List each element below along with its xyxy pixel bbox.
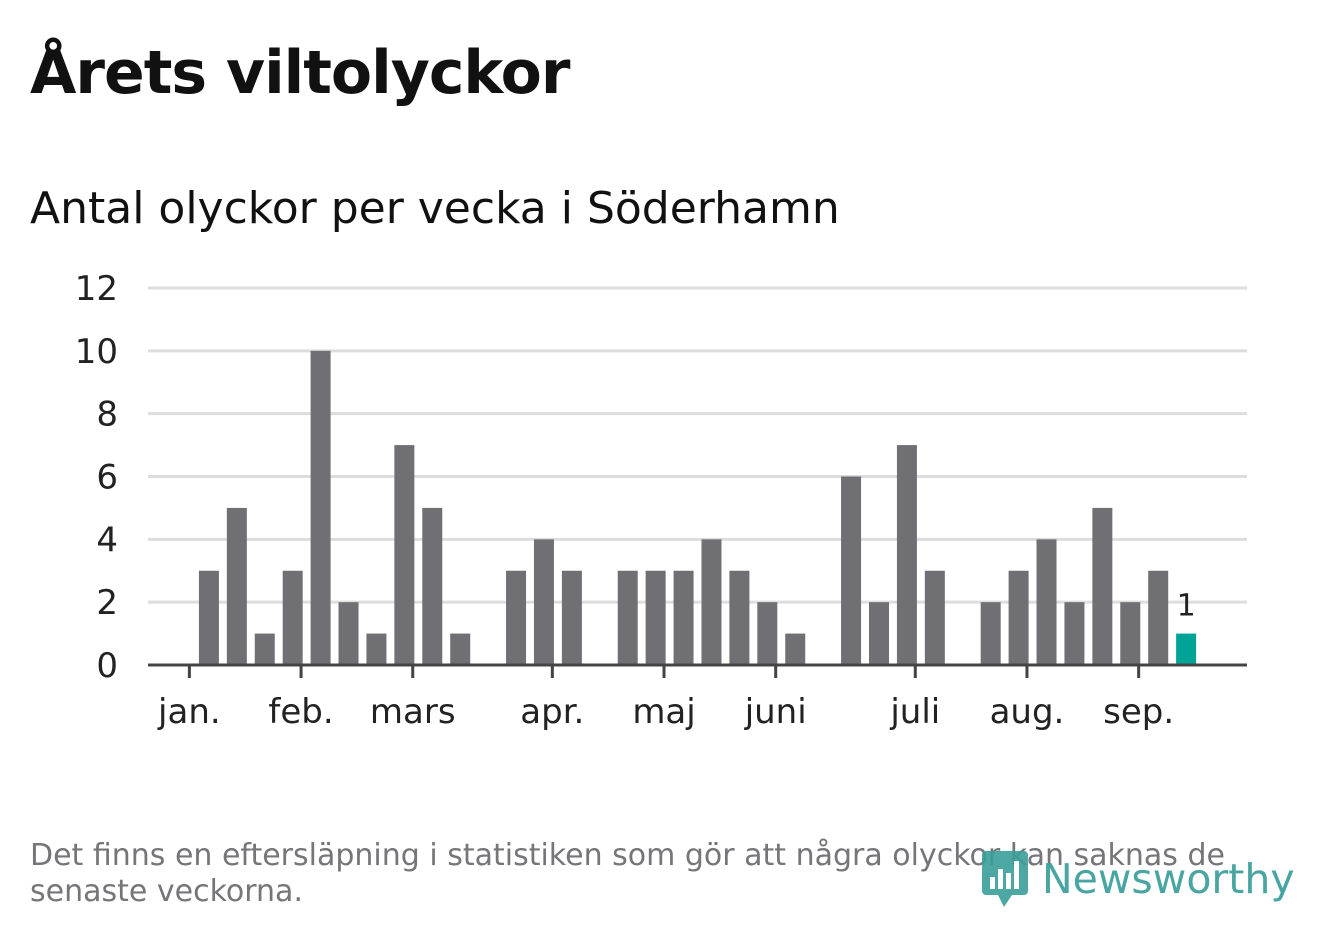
bar (673, 570, 694, 665)
x-axis-ticks: jan. feb. mars apr. maj juni juli aug. sep. (157, 665, 1174, 732)
y-tick-label: 10 (75, 332, 118, 372)
newsworthy-logo-text: Newsworthy (1042, 855, 1295, 903)
bar-highlight (1176, 633, 1197, 665)
y-tick-label: 4 (96, 520, 118, 560)
bar (450, 633, 471, 665)
x-tick-label: juni (744, 692, 807, 732)
bar (338, 602, 359, 665)
bar (869, 602, 889, 665)
bar (394, 445, 415, 665)
bar (617, 570, 638, 665)
y-tick-label: 12 (75, 269, 118, 309)
chart-subtitle: Antal olyckor per vecka i Söderhamn (30, 183, 840, 234)
y-tick-label: 8 (96, 395, 118, 435)
y-tick-label: 6 (96, 458, 118, 498)
grid-lines (148, 286, 1247, 604)
x-tick-label: apr. (520, 692, 584, 732)
x-tick-label: aug. (990, 692, 1065, 732)
bar (645, 570, 666, 665)
bars (198, 350, 1197, 665)
bar (757, 602, 778, 665)
x-tick-label: mars (370, 692, 456, 732)
bar (1092, 507, 1113, 665)
bar (422, 507, 443, 665)
bar-chart: 0 2 4 6 8 10 12 jan. feb. mars apr. maj juni juli aug… (75, 269, 1247, 732)
bar (896, 445, 917, 665)
chart-title: Årets viltolyckor (30, 38, 570, 108)
y-axis-ticks: 0 2 4 6 8 10 12 (75, 269, 118, 686)
data-labels: 1 (1177, 589, 1196, 624)
bar (366, 633, 387, 665)
bar (198, 570, 219, 665)
bar (226, 507, 247, 665)
bar (785, 633, 806, 665)
last-value-label: 1 (1177, 589, 1196, 624)
bar (254, 633, 275, 665)
newsworthy-logo-icon (982, 851, 1028, 907)
y-tick-label: 2 (96, 583, 118, 623)
x-tick-label: sep. (1103, 692, 1174, 732)
bar (1148, 570, 1169, 665)
newsworthy-logo: Newsworthy (980, 846, 1295, 912)
bar (924, 570, 945, 665)
x-tick-label: maj (632, 692, 695, 732)
bar (282, 570, 303, 665)
bar (1064, 602, 1085, 665)
y-tick-label: 0 (96, 646, 118, 686)
x-tick-label: feb. (268, 692, 333, 732)
x-tick-label: juli (889, 692, 940, 732)
bar (841, 476, 862, 665)
bar (1008, 570, 1029, 665)
bar (1120, 602, 1141, 665)
bar (1036, 539, 1057, 665)
bar (506, 570, 527, 665)
bar (701, 539, 722, 665)
bar (561, 570, 582, 665)
bar (310, 350, 331, 665)
bar (533, 539, 554, 665)
x-tick-label: jan. (157, 692, 221, 732)
bar (729, 570, 750, 665)
bar (980, 602, 1001, 665)
